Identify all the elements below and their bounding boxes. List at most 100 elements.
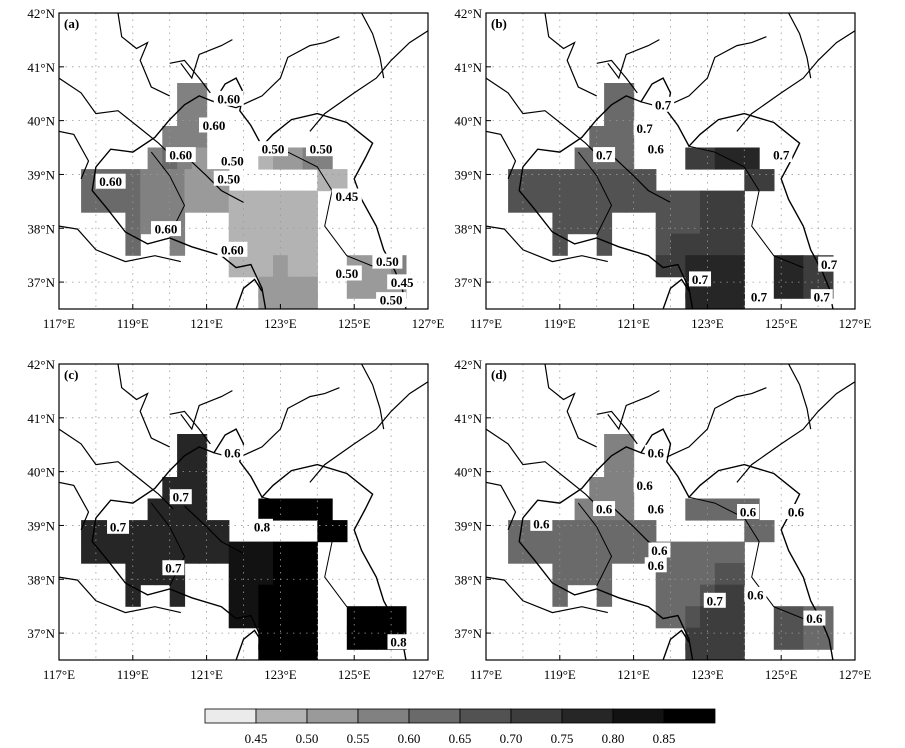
grid-cell [258,212,274,235]
grid-cell [258,255,274,278]
grid-cell [729,606,745,629]
grid-cell [302,212,318,235]
grid-cell [552,212,568,235]
grid-cell [287,292,304,309]
grid-cell [81,190,97,213]
lat-tick-label: 40°N [27,114,55,129]
grid-cell [508,190,524,213]
grid-cell [191,455,208,478]
colorbar-segment [306,708,359,724]
grid-cell [125,169,141,192]
lat-tick-label: 39°N [27,167,55,182]
grid-cell [618,147,635,170]
contour-label: 0.6 [224,445,241,460]
contour-label-box [107,518,130,534]
map-area [486,364,855,660]
grid-cell [729,292,745,309]
grid-cell [685,233,701,256]
contour-label: 0.7 [596,148,613,163]
grid-cell [803,255,819,278]
coastline [235,278,263,309]
lon-tick-label: 121°E [190,667,223,682]
grid-cell [641,190,657,213]
coastline [662,629,690,660]
lon-tick-label: 121°E [190,316,223,331]
province-border [611,154,671,203]
map-frame [58,363,429,661]
grid-cell [376,606,392,629]
coastline [235,629,263,660]
contour-label: 0.60 [203,118,226,133]
contour-label: 0.50 [262,142,285,157]
grid-cell [125,584,141,607]
grid-cell [228,563,245,586]
grid-cell [147,498,163,521]
contour-label: 0.50 [376,254,399,269]
province-border [117,364,170,448]
coastline [91,166,267,309]
grid-cell [618,83,635,106]
grid-cell [604,455,620,478]
lat-tick-label: 37°N [27,275,55,290]
grid-cell [287,643,304,660]
grid-cell [788,606,804,629]
contour-line [577,151,613,236]
contour-label: 0.7 [707,593,724,608]
grid-cell [655,255,672,278]
province-border [486,481,517,531]
grid-cell [302,563,318,586]
panel-label: (c) [64,367,78,382]
contour-label: 0.50 [217,171,240,186]
province-border [180,39,233,80]
grid-cell [199,169,215,192]
map-area [59,364,428,660]
grid-cell [317,498,333,521]
grid-cell [700,147,716,170]
grid-cell [655,606,672,629]
colorbar-segment [459,708,512,724]
contour-label: 0.8 [254,519,271,534]
grid-cell [574,498,590,521]
grid-cell [332,169,348,192]
grid-cell [147,147,163,170]
lon-tick-label: 127°E [839,316,872,331]
grid-cell [596,541,613,564]
grid-cell [228,212,245,235]
lon-tick-label: 123°E [691,667,724,682]
grid-cell [611,169,627,192]
contour-label: 0.6 [533,516,550,531]
grid-cell [287,233,304,256]
grid-cell [332,520,348,543]
grid-cell [714,212,731,235]
grid-cell [177,126,193,149]
grid-cell [273,584,289,607]
contour-label-box [644,557,667,573]
grid-cell [655,233,672,256]
grid-cell [670,563,686,586]
contour-label-box [258,141,289,157]
contour-line [688,496,804,620]
province-border [59,481,90,531]
lat-tick-label: 37°N [454,626,482,641]
lat-tick-label: 37°N [454,275,482,290]
contour-label-box [169,489,192,505]
panels-group: 0.600.600.60 0.500.600.500.500.500.450.60… [27,6,871,682]
grid-cell [596,233,613,256]
lat-tick-label: 39°N [27,518,55,533]
grid-cell [618,498,635,521]
lon-tick-label: 125°E [338,316,371,331]
grid-cell [125,520,141,543]
grid-cell [596,169,613,192]
province-border [59,428,174,510]
contour-label-box [331,188,362,204]
grid-cell [273,643,289,660]
grid-cell [714,498,731,521]
grid-cell [685,292,701,309]
province-border [486,225,608,263]
map-frame [485,12,856,310]
grid-cell [169,169,186,192]
grid-cell [391,606,407,629]
grid-cell [81,541,97,564]
grid-cell [243,563,259,586]
contour-label-box [748,289,771,305]
